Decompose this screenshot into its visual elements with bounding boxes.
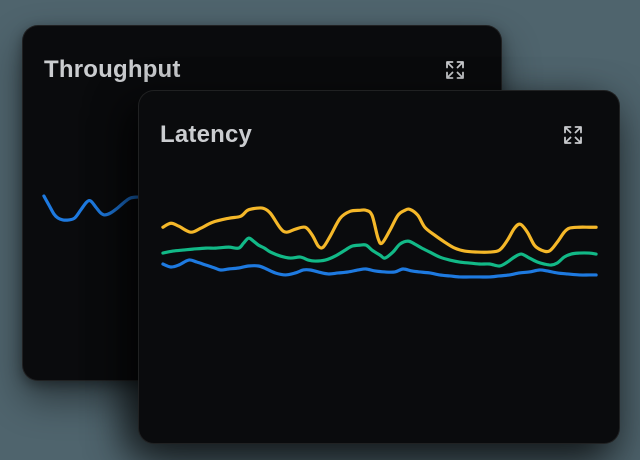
latency-blue-line (161, 258, 598, 279)
latency-expand-button[interactable] (560, 122, 586, 148)
expand-icon (564, 126, 582, 144)
latency-yellow-line (161, 206, 598, 254)
latency-green-line (161, 236, 598, 268)
throughput-expand-button[interactable] (442, 57, 468, 83)
latency-panel[interactable]: Latency (138, 90, 620, 444)
throughput-blue-line (42, 194, 147, 222)
latency-panel-title: Latency (160, 121, 253, 148)
throughput-panel-title: Throughput (44, 56, 181, 83)
expand-icon (446, 61, 464, 79)
